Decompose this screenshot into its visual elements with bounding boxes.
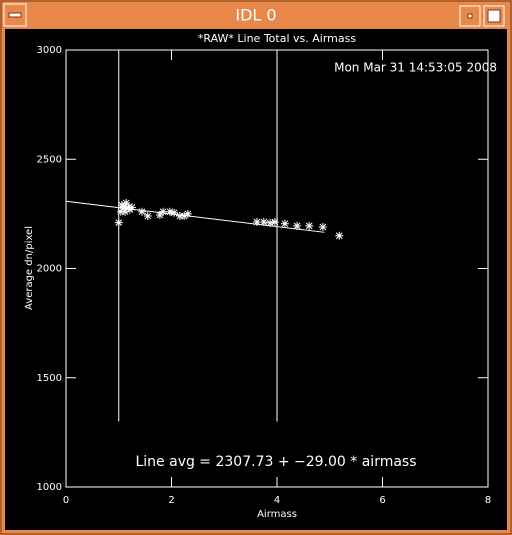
data-point — [114, 218, 123, 227]
data-point — [280, 219, 289, 228]
data-point — [252, 217, 261, 226]
data-point — [335, 231, 344, 240]
x-tick-label: 2 — [168, 495, 174, 506]
window-title: IDL 0 — [235, 6, 276, 25]
chart-title: *RAW* Line Total vs. Airmass — [198, 32, 356, 45]
x-tick-label: 0 — [63, 495, 69, 506]
data-point — [143, 212, 152, 221]
data-point — [183, 209, 192, 218]
x-tick-label: 6 — [379, 495, 385, 506]
minimize-icon — [467, 13, 473, 19]
data-point — [266, 219, 275, 228]
data-point — [120, 203, 129, 212]
plot-window — [5, 29, 507, 530]
y-tick-label: 1500 — [37, 373, 62, 384]
y-tick-label: 1000 — [37, 482, 62, 493]
y-tick-label: 3000 — [37, 45, 62, 56]
y-tick-label: 2500 — [37, 154, 62, 165]
data-point — [165, 207, 174, 216]
timestamp: Mon Mar 31 14:53:05 2008 — [334, 61, 497, 75]
data-point — [137, 207, 146, 216]
menu-icon — [8, 12, 22, 18]
fit-annotation: Line avg = 2307.73 + −29.00 * airmass — [135, 454, 416, 470]
data-point — [318, 222, 327, 231]
data-point — [180, 212, 189, 221]
data-point — [122, 198, 131, 207]
x-axis-label: Airmass — [257, 509, 297, 520]
data-point — [121, 207, 130, 216]
fit-line — [65, 200, 325, 233]
data-point — [170, 208, 179, 217]
data-point — [127, 203, 136, 212]
y-tick-label: 2000 — [37, 264, 62, 275]
data-point — [293, 221, 302, 230]
y-axis-label: Average dn/pixel — [24, 226, 35, 310]
data-point — [116, 207, 125, 216]
data-point — [159, 207, 168, 216]
data-point — [270, 217, 279, 226]
data-point — [305, 221, 314, 230]
maximize-icon — [487, 9, 501, 23]
data-point — [155, 210, 164, 219]
data-point — [259, 217, 268, 226]
x-tick-label: 8 — [485, 495, 491, 506]
data-point — [175, 212, 184, 221]
x-tick-label: 4 — [274, 495, 280, 506]
